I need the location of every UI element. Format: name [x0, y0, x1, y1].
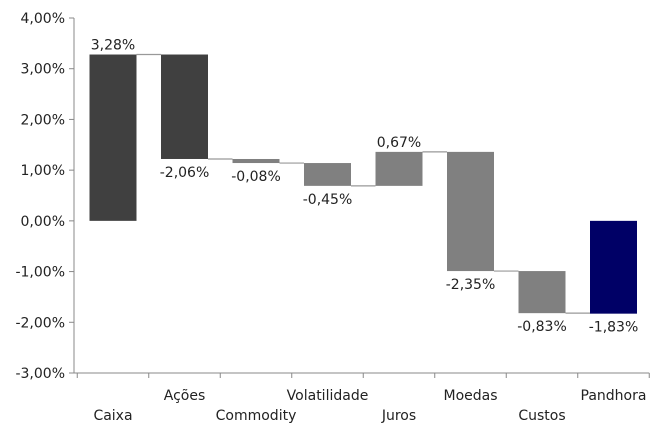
bar-volatilidade: [304, 163, 351, 186]
data-label: -2,35%: [446, 277, 496, 293]
connector-lines: [136, 53, 590, 314]
data-label: -0,45%: [303, 192, 353, 208]
y-tick-label: 1,00%: [21, 163, 65, 179]
y-axis: 4,00% 3,00% 2,00% 1,00% 0,00% -1,00% -2,00% -3,…: [15, 11, 75, 382]
data-label: -1,83%: [589, 320, 639, 336]
bar-commodity: [232, 158, 280, 164]
x-category-label: Pandhora: [581, 388, 647, 404]
bar-moedas: [447, 151, 494, 272]
y-tick-label: 2,00%: [21, 112, 65, 128]
bar-custos: [518, 271, 566, 314]
y-tick-label: -3,00%: [15, 366, 65, 382]
y-tick-label: 4,00%: [21, 11, 65, 27]
bar-ações: [161, 54, 208, 159]
data-label: 0,67%: [377, 135, 421, 151]
x-category-label: Ações: [164, 388, 206, 404]
bar-juros: [375, 151, 423, 186]
data-label: -0,83%: [517, 319, 567, 335]
data-label: 3,28%: [91, 38, 135, 54]
data-label: -2,06%: [160, 165, 210, 181]
data-labels: 3,28% -2,06% -0,08% -0,45% 0,67% -2,35% -0,83%…: [91, 38, 639, 336]
x-category-label: Volatilidade: [287, 388, 369, 404]
bar-pandhora: [590, 220, 637, 314]
bars: [89, 54, 637, 314]
x-category-label: Moedas: [443, 388, 497, 404]
x-category-label: Juros: [381, 408, 416, 424]
x-category-label: Commodity: [216, 408, 297, 424]
x-category-label: Custos: [518, 408, 565, 424]
y-tick-label: -1,00%: [15, 265, 65, 281]
x-category-label: Caixa: [93, 408, 132, 424]
bar-caixa: [89, 54, 137, 221]
y-tick-label: -2,00%: [15, 315, 65, 331]
y-tick-label: 3,00%: [21, 62, 65, 78]
y-tick-label: 0,00%: [21, 214, 65, 230]
x-axis: Caixa Ações Commodity Volatilidade Juros Moed…: [74, 372, 650, 424]
data-label: -0,08%: [231, 169, 281, 185]
